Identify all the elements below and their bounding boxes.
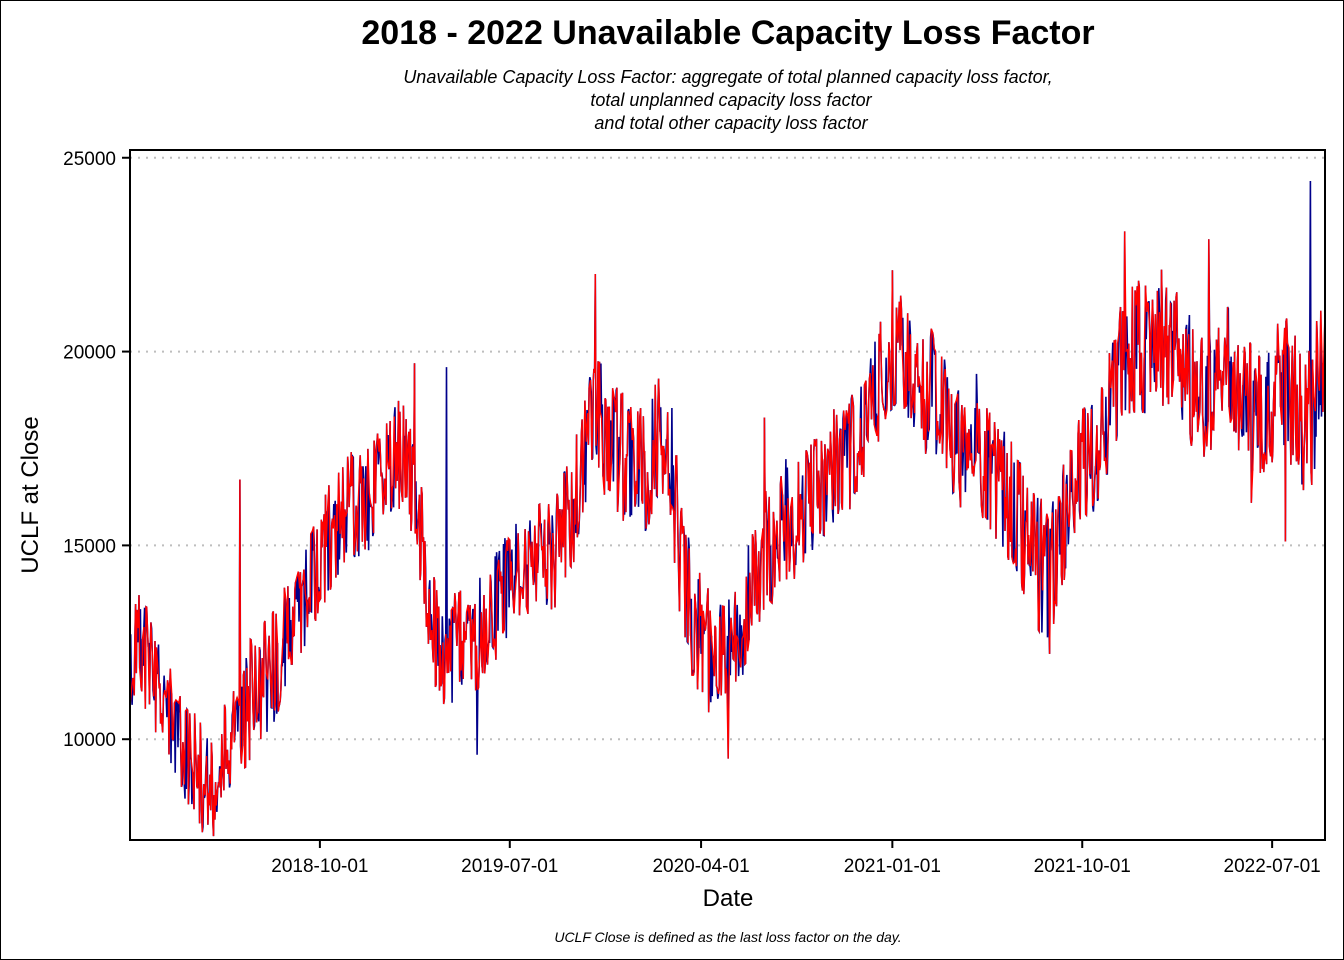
- plot-panel-border: [129, 149, 1326, 841]
- x-tick-label: 2019-07-01: [461, 856, 558, 877]
- chart-title: 2018 - 2022 Unavailable Capacity Loss Fa…: [361, 14, 1094, 52]
- x-tick-label: 2018-10-01: [271, 856, 368, 877]
- y-axis: 10000 15000 20000 25000: [63, 149, 130, 751]
- x-axis-title: Date: [703, 885, 754, 912]
- x-tick-label: 2020-04-01: [652, 856, 749, 877]
- series-line: [129, 180, 1326, 837]
- y-axis-title: UCLF at Close: [17, 416, 44, 573]
- chart-subtitle-line-2: total unplanned capacity loss factor: [590, 90, 872, 110]
- x-tick-label: 2022-07-01: [1224, 856, 1321, 877]
- x-tick-label: 2021-01-01: [844, 856, 941, 877]
- y-tick-label: 15000: [63, 536, 116, 557]
- y-tick-label: 25000: [63, 149, 116, 170]
- chart-caption: UCLF Close is defined as the last loss f…: [554, 929, 901, 945]
- x-tick-label: 2021-10-01: [1034, 856, 1131, 877]
- chart-subtitle-line-1: Unavailable Capacity Loss Factor: aggreg…: [403, 67, 1052, 87]
- series-line-close: [129, 231, 1326, 837]
- x-axis: 2018-10-01 2019-07-01 2020-04-01 2021-01-01…: [271, 840, 1321, 877]
- chart-subtitle-line-3: and total other capacity loss factor: [594, 113, 868, 133]
- y-tick-label: 20000: [63, 343, 116, 364]
- y-tick-label: 10000: [63, 730, 116, 751]
